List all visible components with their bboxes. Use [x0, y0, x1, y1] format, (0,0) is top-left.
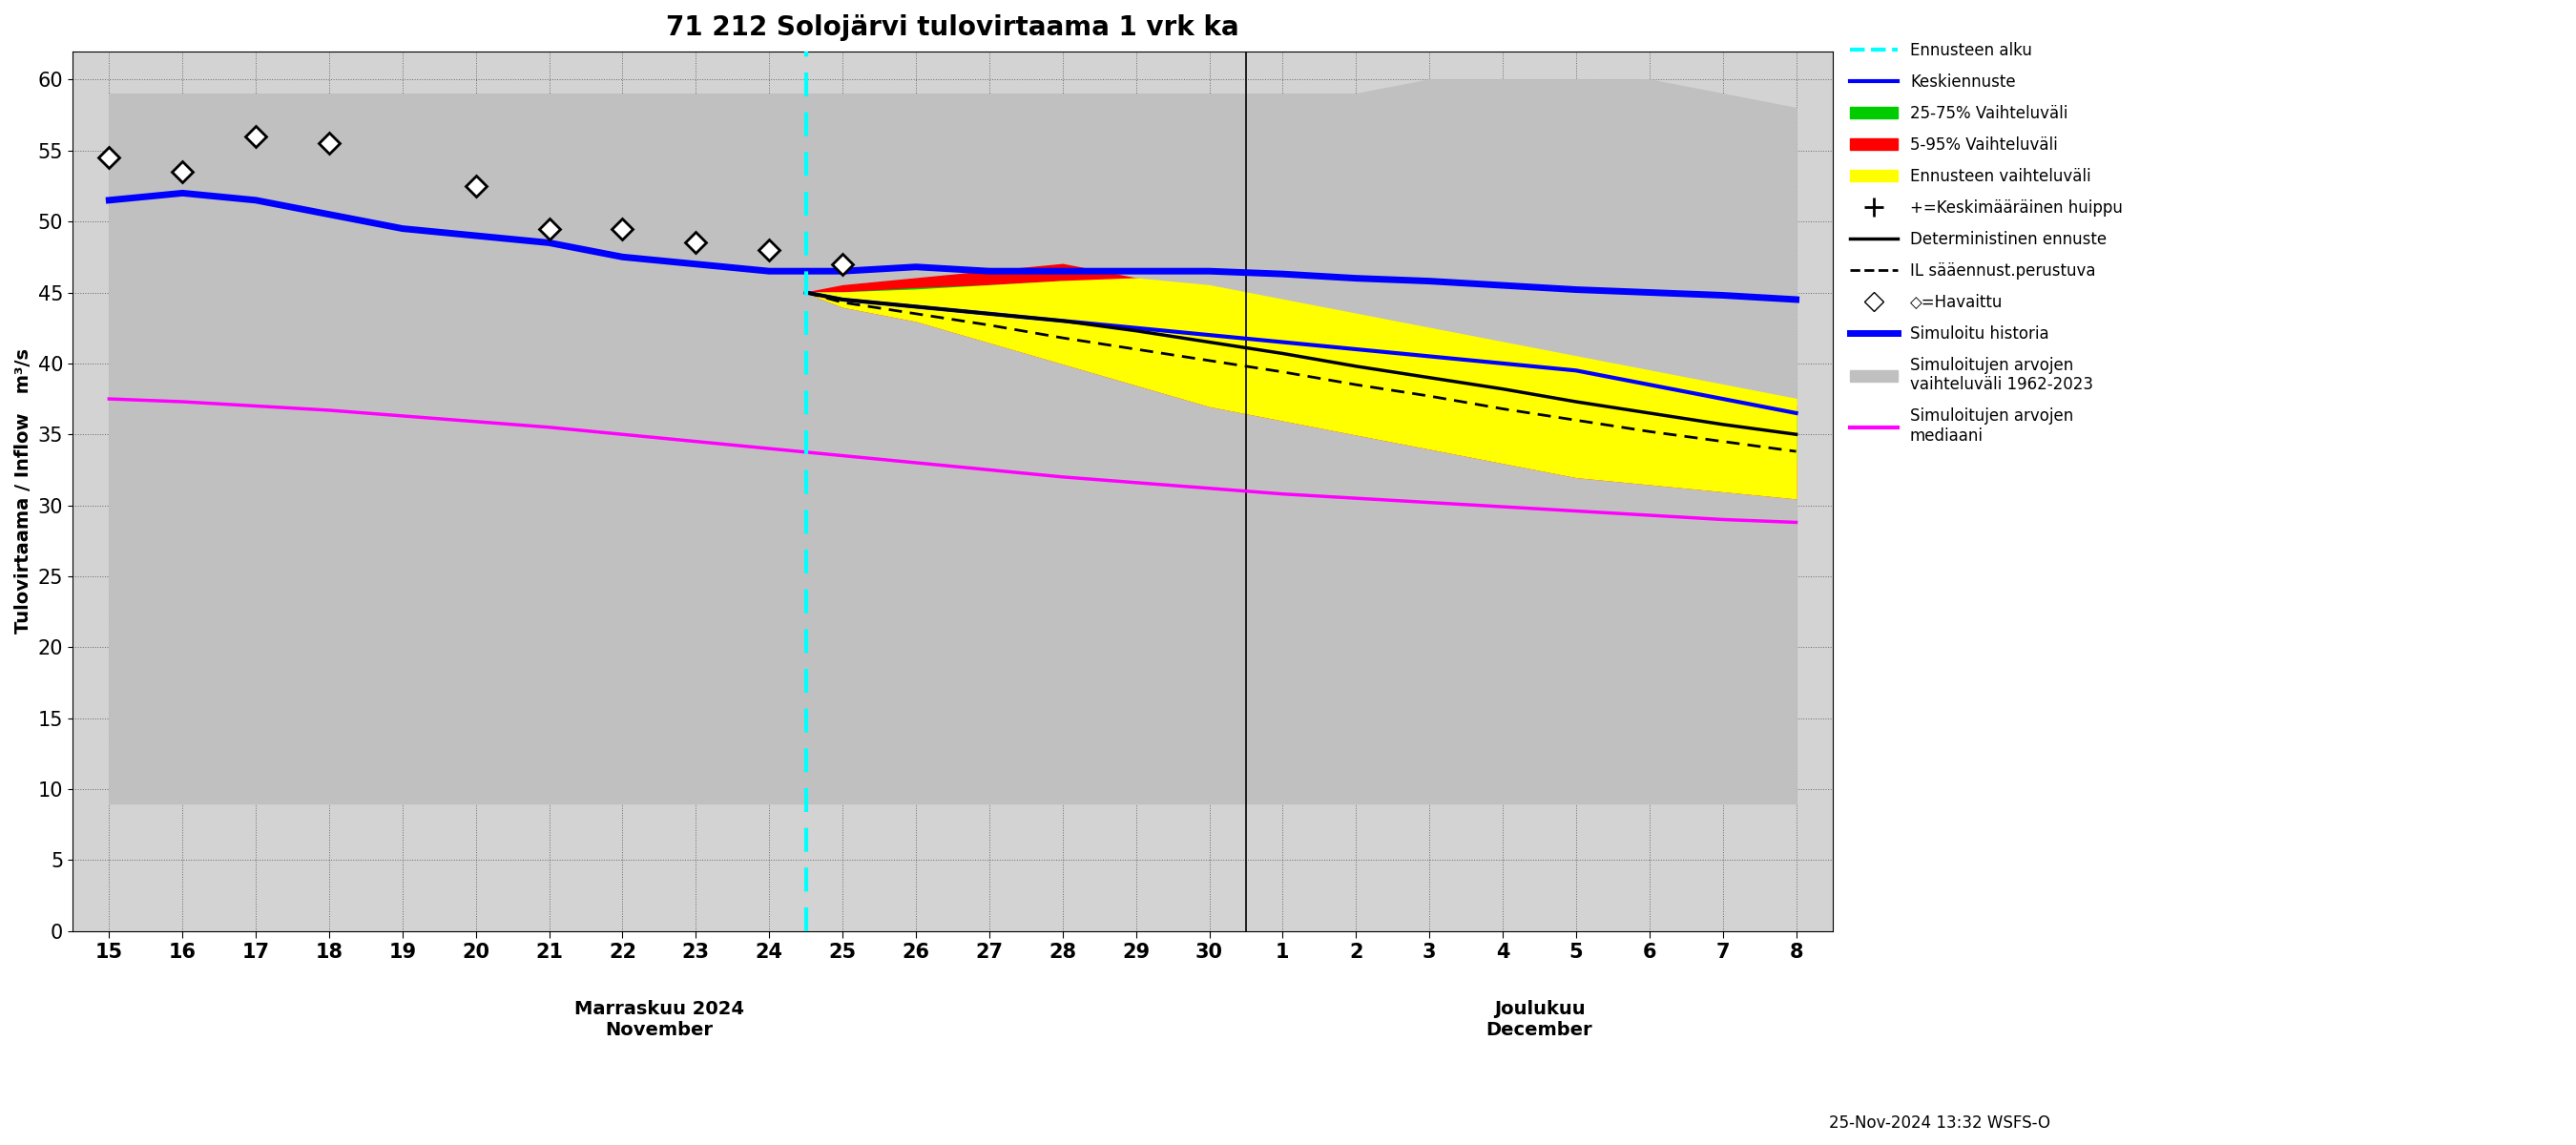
Y-axis label: Tulovirtaama / Inflow   m³/s: Tulovirtaama / Inflow m³/s — [15, 348, 33, 634]
Text: Joulukuu
December: Joulukuu December — [1486, 1000, 1592, 1040]
Title: 71 212 Solojärvi tulovirtaama 1 vrk ka: 71 212 Solojärvi tulovirtaama 1 vrk ka — [667, 14, 1239, 41]
Text: Marraskuu 2024
November: Marraskuu 2024 November — [574, 1000, 744, 1040]
Legend: Ennusteen alku, Keskiennuste, 25-75% Vaihteluväli, 5-95% Vaihteluväli, Ennusteen: Ennusteen alku, Keskiennuste, 25-75% Vai… — [1850, 41, 2123, 444]
Text: 25-Nov-2024 13:32 WSFS-O: 25-Nov-2024 13:32 WSFS-O — [1829, 1114, 2050, 1131]
